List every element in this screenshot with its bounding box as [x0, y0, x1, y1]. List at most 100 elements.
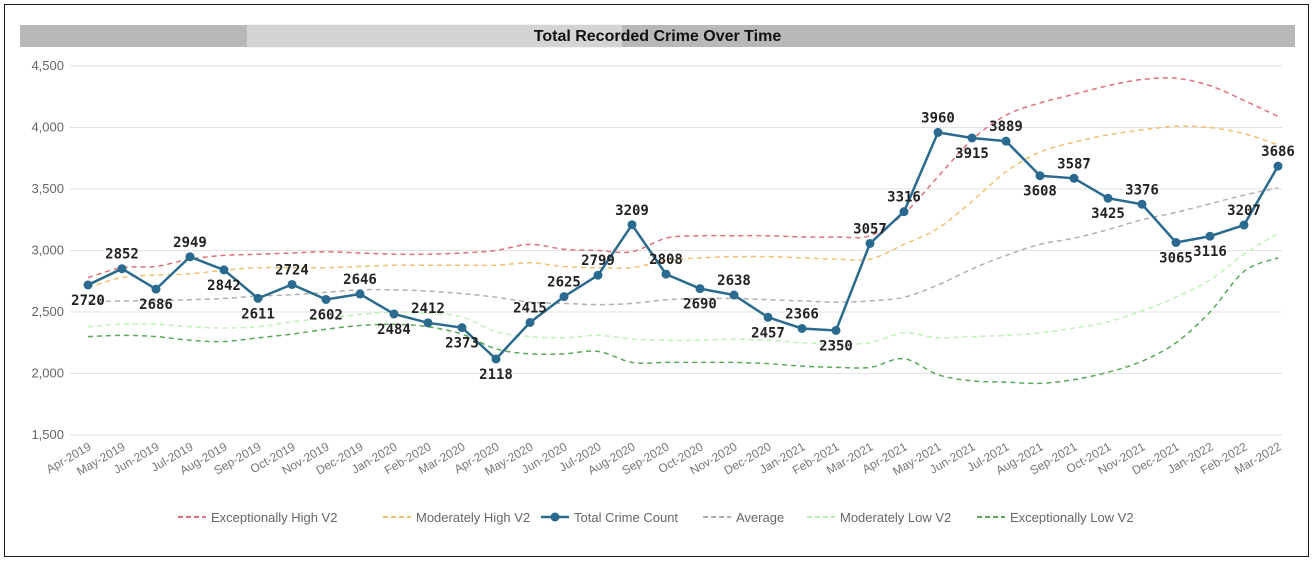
legend-label: Average: [736, 510, 784, 525]
data-label: 3587: [1057, 156, 1091, 172]
data-label: 3889: [989, 119, 1023, 135]
data-point: [1001, 136, 1011, 146]
data-point: [185, 252, 195, 262]
data-label: 2808: [649, 252, 683, 268]
data-point: [1103, 193, 1113, 203]
legend-item[interactable]: Exceptionally Low V2: [977, 510, 1134, 525]
y-tick-label: 4,500: [31, 58, 64, 73]
data-point: [1239, 220, 1249, 230]
data-label: 2373: [445, 336, 479, 352]
data-label: 2602: [309, 307, 343, 323]
data-label: 3057: [853, 221, 887, 237]
data-label: 2799: [581, 253, 615, 269]
series-line-moderately-low-v2: [87, 232, 1279, 345]
data-label: 2949: [173, 235, 207, 251]
data-label: 2690: [683, 297, 717, 313]
data-point: [729, 290, 739, 300]
data-label: 2611: [241, 306, 275, 322]
data-point: [797, 323, 807, 333]
data-label: 2484: [377, 322, 411, 338]
data-point: [627, 220, 637, 230]
data-point: [1171, 238, 1181, 248]
y-tick-label: 1,500: [31, 427, 64, 442]
y-tick-label: 3,500: [31, 181, 64, 196]
legend-label: Moderately High V2: [416, 510, 530, 525]
data-point: [1137, 199, 1147, 209]
data-label: 2720: [71, 293, 105, 309]
data-point: [219, 265, 229, 275]
data-label: 3915: [955, 146, 989, 162]
data-label: 2638: [717, 273, 751, 289]
data-point: [695, 284, 705, 294]
data-point: [355, 289, 365, 299]
data-point: [287, 279, 297, 289]
data-label: 3209: [615, 203, 649, 219]
data-point: [253, 293, 263, 303]
legend-label: Total Crime Count: [574, 510, 678, 525]
data-label: 2724: [275, 262, 309, 278]
legend-item[interactable]: Total Crime Count: [541, 510, 678, 525]
legend-item[interactable]: Exceptionally High V2: [178, 510, 337, 525]
data-point: [1273, 161, 1283, 171]
data-label: 2646: [343, 272, 377, 288]
data-point: [899, 207, 909, 217]
legend-item[interactable]: Moderately Low V2: [807, 510, 951, 525]
legend-item[interactable]: Average: [703, 510, 784, 525]
data-label: 2366: [785, 306, 819, 322]
data-point: [83, 280, 93, 290]
data-label: 2118: [479, 367, 513, 383]
data-label: 3425: [1091, 206, 1125, 222]
data-label: 3686: [1261, 144, 1295, 160]
chart-title: Total Recorded Crime Over Time: [533, 28, 782, 45]
data-label: 3207: [1227, 203, 1261, 219]
data-point: [763, 312, 773, 322]
data-point: [967, 133, 977, 143]
y-tick-label: 4,000: [31, 120, 64, 135]
data-point: [933, 127, 943, 137]
data-point: [831, 325, 841, 335]
series-line-average: [87, 187, 1279, 306]
legend-label: Exceptionally High V2: [211, 510, 337, 525]
series-line-moderately-high-v2: [87, 125, 1279, 289]
data-label: 3065: [1159, 251, 1193, 267]
data-point: [457, 323, 467, 333]
data-point: [525, 317, 535, 327]
data-label: 2412: [411, 301, 445, 317]
data-point: [593, 270, 603, 280]
y-tick-label: 2,000: [31, 366, 64, 381]
data-label: 2852: [105, 247, 139, 263]
y-tick-label: 3,000: [31, 243, 64, 258]
import-tooltip-overlay: Import data from a SQL Server: [247, 24, 622, 48]
chart-frame: [4, 4, 1309, 557]
data-point: [151, 284, 161, 294]
data-label: 2842: [207, 278, 241, 294]
data-point: [559, 292, 569, 302]
data-point: [661, 269, 671, 279]
data-point: [1069, 173, 1079, 183]
data-label: 3608: [1023, 184, 1057, 200]
series-line-total-crime-count: [87, 131, 1280, 361]
data-label: 2625: [547, 275, 581, 291]
data-label: 2457: [751, 325, 785, 341]
data-point: [321, 294, 331, 304]
legend-label: Exceptionally Low V2: [1010, 510, 1134, 525]
data-point: [423, 318, 433, 328]
data-point: [1035, 171, 1045, 181]
data-label: 2686: [139, 297, 173, 313]
y-tick-label: 2,500: [31, 304, 64, 319]
legend-item[interactable]: Moderately High V2: [383, 510, 530, 525]
data-label: 2415: [513, 300, 547, 316]
data-point: [1205, 231, 1215, 241]
data-point: [865, 238, 875, 248]
series-line-exceptionally-high-v2: [87, 77, 1279, 279]
data-label: 3960: [921, 110, 955, 126]
legend-label: Moderately Low V2: [840, 510, 951, 525]
data-point: [491, 354, 501, 364]
legend-marker: [550, 512, 560, 522]
data-label: 2350: [819, 338, 853, 354]
data-label: 3376: [1125, 182, 1159, 198]
data-label: 3316: [887, 190, 921, 206]
data-point: [389, 309, 399, 319]
data-label: 3116: [1193, 244, 1227, 260]
